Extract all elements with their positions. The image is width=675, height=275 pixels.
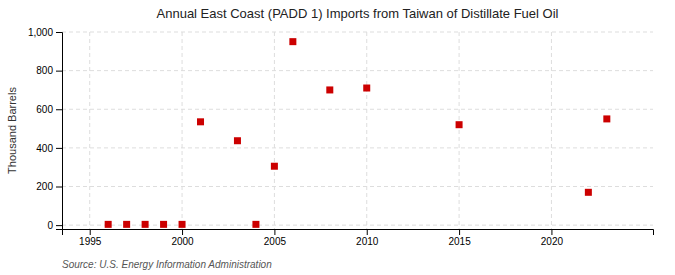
point: [326, 86, 333, 93]
chart-container: 1995 2000 2005 2010 2015 2020 0 200 400 600 800 1,0…: [0, 0, 675, 275]
y-grid-line: [62, 225, 653, 226]
point: [252, 221, 259, 228]
y-grid-line: [62, 70, 653, 71]
x-tick-mark: [551, 229, 552, 235]
y-tick-mark: [56, 148, 62, 149]
y-tick: 200: [36, 181, 62, 192]
point: [142, 221, 149, 228]
y-tick: 0: [47, 220, 62, 231]
y-tick-label: 1,000: [28, 27, 53, 38]
title: Annual East Coast (PADD 1) Imports from …: [157, 6, 559, 21]
x-tick-mark: [90, 229, 91, 235]
points: [105, 38, 611, 228]
x-tick-mark: [274, 229, 275, 235]
y-tick-mark: [56, 71, 62, 72]
y-grid-line: [62, 32, 653, 33]
point: [123, 221, 130, 228]
y-tick: 400: [36, 143, 62, 154]
x-tick-label: 2005: [264, 236, 287, 247]
y-tick-mark: [56, 32, 62, 33]
point: [271, 163, 278, 170]
point: [160, 221, 167, 228]
y-grid-line: [62, 147, 653, 148]
x-tick: 2020: [541, 229, 564, 247]
x-grid-line: [459, 32, 460, 229]
y-tick-label: 0: [47, 220, 53, 231]
point: [234, 137, 241, 144]
x-axis: 1995 2000 2005 2010 2015 2020: [63, 229, 654, 247]
x-tick-label: 2015: [448, 236, 471, 247]
x-tick-label: 2000: [171, 236, 194, 247]
x-axis-line: [63, 230, 654, 236]
y-tick: 600: [36, 104, 62, 115]
x-grid-line: [182, 32, 183, 229]
y-grid-line: [62, 186, 653, 187]
y-grid-line: [62, 109, 653, 110]
x-grid-line: [366, 32, 367, 229]
point: [289, 38, 296, 45]
y-axis-line: [56, 33, 63, 230]
point: [105, 221, 112, 228]
x-tick: 2015: [448, 229, 471, 247]
x-tick-mark: [459, 229, 460, 235]
x-grid-line: [89, 32, 90, 229]
x-tick-mark: [182, 229, 183, 235]
point: [363, 85, 370, 92]
x-tick-label: 2020: [541, 236, 564, 247]
point: [197, 118, 204, 125]
plot-area: 1995 2000 2005 2010 2015 2020 0 200 400 600 800 1,0…: [28, 27, 654, 247]
y-tick: 1,000: [28, 27, 62, 38]
x-tick: 2000: [171, 229, 194, 247]
point: [603, 115, 610, 122]
y-tick-label: 600: [36, 104, 53, 115]
x-tick: 2005: [264, 229, 287, 247]
y-tick-label: 800: [36, 65, 53, 76]
x-tick: 2010: [356, 229, 379, 247]
y-tick-mark: [56, 187, 62, 188]
y-axis-title: Thousand Barrels: [6, 87, 18, 174]
x-grid-line: [274, 32, 275, 229]
x-tick-label: 1995: [79, 236, 102, 247]
x-tick: 1995: [79, 229, 102, 247]
y-axis: 0 200 400 600 800 1,000: [28, 27, 63, 231]
x-tick-mark: [367, 229, 368, 235]
y-tick-mark: [56, 225, 62, 226]
y-tick-label: 400: [36, 143, 53, 154]
point: [456, 121, 463, 128]
source-note: Source: U.S. Energy Information Administ…: [62, 259, 272, 270]
grid: [62, 32, 653, 229]
y-tick: 800: [36, 65, 62, 76]
x-grid-line: [551, 32, 552, 229]
y-tick-mark: [56, 109, 62, 110]
y-tick-label: 200: [36, 181, 53, 192]
chart: 1995 2000 2005 2010 2015 2020 0 200 400 600 800 1,0…: [0, 0, 675, 275]
point: [179, 221, 186, 228]
point: [585, 189, 592, 196]
x-tick-label: 2010: [356, 236, 379, 247]
